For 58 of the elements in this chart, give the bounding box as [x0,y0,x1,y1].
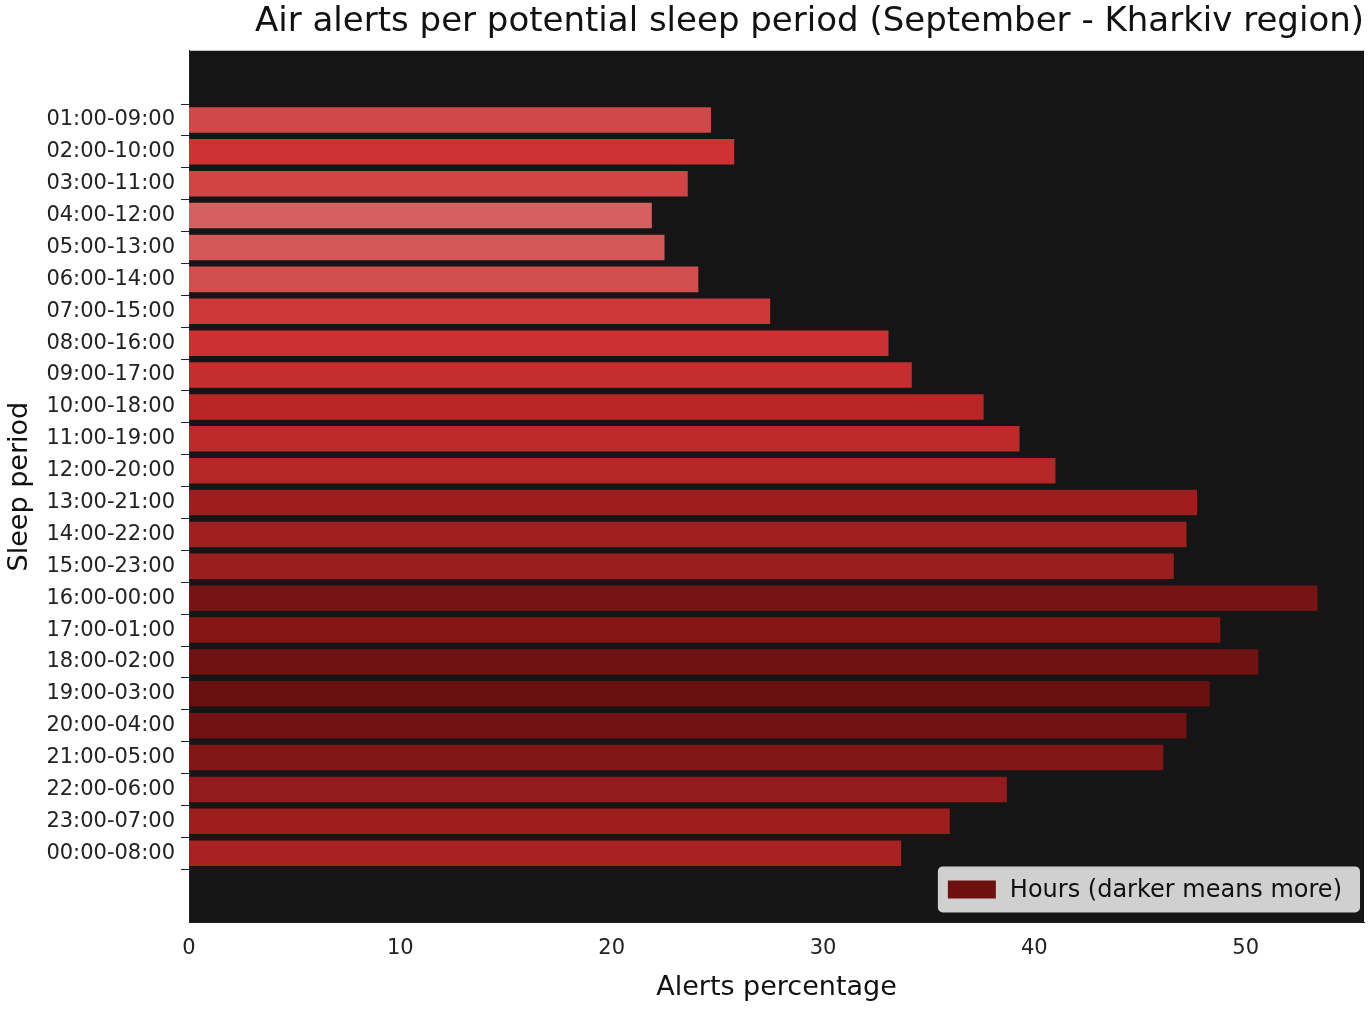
bar [189,170,688,197]
y-tick-label: 19:00-03:00 [46,680,176,705]
y-tick-label: 09:00-17:00 [46,361,176,386]
y-tick-label: 06:00-14:00 [46,265,176,290]
y-tick-label: 21:00-05:00 [46,744,176,769]
y-tick-label: 17:00-01:00 [46,616,176,641]
bar [189,426,1020,452]
y-tick-label: 23:00-07:00 [46,807,176,832]
y-tick-label: 22:00-06:00 [46,775,176,800]
y-tick-label: 05:00-13:00 [46,233,176,258]
bar [189,489,1198,516]
y-tick-label: 11:00-19:00 [46,425,176,450]
bar [189,394,984,420]
y-tick-label: 08:00-16:00 [46,329,176,354]
y-tick-label: 04:00-12:00 [46,202,176,227]
bar [189,617,1221,643]
x-tick-label: 40 [1020,935,1048,960]
bar [189,840,902,866]
y-tick-label: 00:00-08:00 [46,839,176,864]
y-tick-label: 16:00-00:00 [46,584,176,609]
bar [189,808,950,835]
bar [189,298,771,325]
bar [189,202,652,229]
y-tick-label: 01:00-09:00 [46,106,176,131]
bar [189,712,1187,739]
bar [189,553,1174,580]
x-tick-label: 30 [809,935,837,960]
bar [189,585,1318,611]
bar [189,521,1187,548]
bar [189,234,665,261]
x-tick-label: 20 [598,935,626,960]
y-tick-label: 15:00-23:00 [46,552,176,577]
bar [189,266,699,293]
bar [189,139,735,165]
x-axis-title: Alerts percentage [656,969,897,1001]
y-tick-label: 12:00-20:00 [46,457,176,482]
y-tick-label: 07:00-15:00 [46,297,176,322]
bar [189,457,1056,484]
legend-label: Hours (darker means more) [1009,874,1343,903]
y-tick-label: 14:00-22:00 [46,520,176,545]
bar [189,681,1210,707]
y-tick-label: 10:00-18:00 [46,393,176,418]
x-tick-label: 10 [386,935,414,960]
y-tick-label: 13:00-21:00 [46,488,176,513]
x-tick-label: 50 [1232,935,1260,960]
chart-title: Air alerts per potential sleep period (September - Kharkiv region) [255,0,1364,40]
bar [189,744,1164,771]
y-tick-label: 03:00-11:00 [46,170,176,195]
y-tick-label: 02:00-10:00 [46,138,176,163]
y-tick-label: 18:00-02:00 [46,648,176,673]
bar [189,107,711,133]
bar [189,330,889,356]
bar [189,362,912,388]
x-tick-label: 0 [182,935,196,960]
bar [189,776,1007,803]
y-tick-label: 20:00-04:00 [46,712,176,737]
bar [189,649,1259,675]
y-axis-title: Sleep period [2,401,34,572]
